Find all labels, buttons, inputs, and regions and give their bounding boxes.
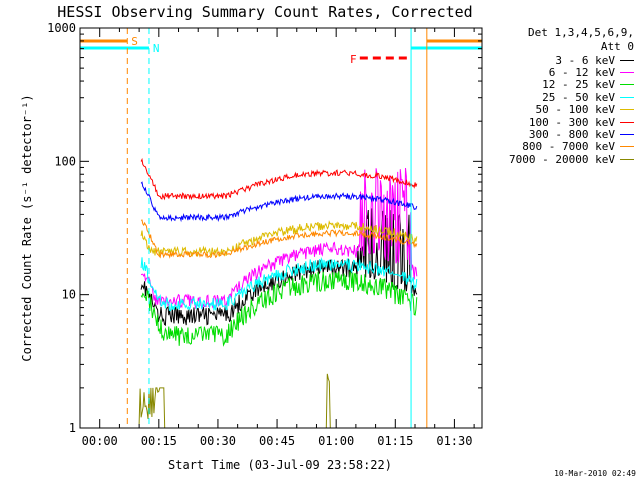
legend-swatch <box>620 146 634 148</box>
legend-swatch <box>620 59 634 61</box>
legend-entries: 3 - 6 keV 6 - 12 keV 12 - 25 keV 25 - 50 ke… <box>486 54 634 166</box>
legend-entry: 300 - 800 keV <box>486 128 634 142</box>
annotation-label-n: N <box>153 42 160 55</box>
y-tick-label: 1000 <box>47 21 76 35</box>
legend-entry: 100 - 300 keV <box>486 115 634 129</box>
y-tick-label: 100 <box>54 154 76 168</box>
y-tick-label: 10 <box>62 288 76 302</box>
footer-timestamp: 10-Mar-2010 02:49 <box>554 469 636 478</box>
trace-7000-20000kev <box>138 373 419 429</box>
legend-swatch <box>620 109 634 111</box>
y-tick-label: 1 <box>69 421 76 435</box>
legend-entry: 25 - 50 keV <box>486 90 634 104</box>
annotation-lines: S N F <box>80 28 483 428</box>
trace-100-300kev <box>140 157 418 201</box>
legend-swatch <box>620 158 634 160</box>
legend-entry-label: 25 - 50 keV <box>542 90 615 104</box>
axes: 00:00 00:15 00:30 00:45 01:00 01:15 01:30 1 10 10… <box>47 21 482 448</box>
legend-entry-label: 6 - 12 keV <box>548 66 615 80</box>
legend: Det 1,3,4,5,6,9, Att 0 3 - 6 keV 6 - 12 k… <box>486 26 634 166</box>
legend-entry: 6 - 12 keV <box>486 66 634 80</box>
legend-entry-label: 100 - 300 keV <box>528 115 615 129</box>
legend-swatch <box>620 121 634 123</box>
legend-swatch <box>620 84 634 86</box>
x-axis-label: Start Time (03-Jul-09 23:58:22) <box>168 458 392 472</box>
trace-6-12kev <box>140 167 418 310</box>
legend-entry: 3 - 6 keV <box>486 53 634 67</box>
legend-entry-label: 12 - 25 keV <box>542 78 615 92</box>
legend-entry-label: 50 - 100 keV <box>535 103 615 117</box>
y-axis-label: Corrected Count Rate (s⁻¹ detector⁻¹) <box>20 94 34 361</box>
chart-title: HESSI Observing Summary Count Rates, Cor… <box>57 3 472 21</box>
legend-entry: 50 - 100 keV <box>486 103 634 117</box>
annotation-label-f: F <box>350 53 357 66</box>
legend-entry-label: 7000 - 20000 keV <box>509 152 615 166</box>
data-traces <box>138 157 419 429</box>
legend-attenuator: Att 0 <box>600 40 634 53</box>
plot-frame <box>79 27 483 429</box>
legend-entry-label: 800 - 7000 keV <box>522 140 615 154</box>
trace-25-50kev <box>140 256 418 312</box>
annotation-label-s: S <box>131 35 138 48</box>
x-tick-label: 00:00 <box>82 434 118 448</box>
x-tick-label: 01:30 <box>436 434 472 448</box>
legend-entry: 800 - 7000 keV <box>486 140 634 154</box>
x-tick-label: 00:45 <box>259 434 295 448</box>
legend-detectors: Det 1,3,4,5,6,9, <box>528 26 634 39</box>
x-tick-label: 00:15 <box>141 434 177 448</box>
x-tick-label: 00:30 <box>200 434 236 448</box>
trace-300-800kev <box>140 181 418 223</box>
x-tick-label: 01:00 <box>318 434 354 448</box>
legend-entry-label: 300 - 800 keV <box>528 128 615 142</box>
legend-entry: 7000 - 20000 keV <box>486 152 634 166</box>
legend-swatch <box>620 96 634 98</box>
legend-entry: 12 - 25 keV <box>486 78 634 92</box>
trace-800-7000kev <box>140 219 418 259</box>
x-tick-label: 01:15 <box>377 434 413 448</box>
legend-swatch <box>620 72 634 74</box>
trace-12-25kev <box>140 271 418 347</box>
legend-swatch <box>620 134 634 136</box>
legend-entry-label: 3 - 6 keV <box>555 53 615 67</box>
trace-3-6kev <box>140 208 418 327</box>
